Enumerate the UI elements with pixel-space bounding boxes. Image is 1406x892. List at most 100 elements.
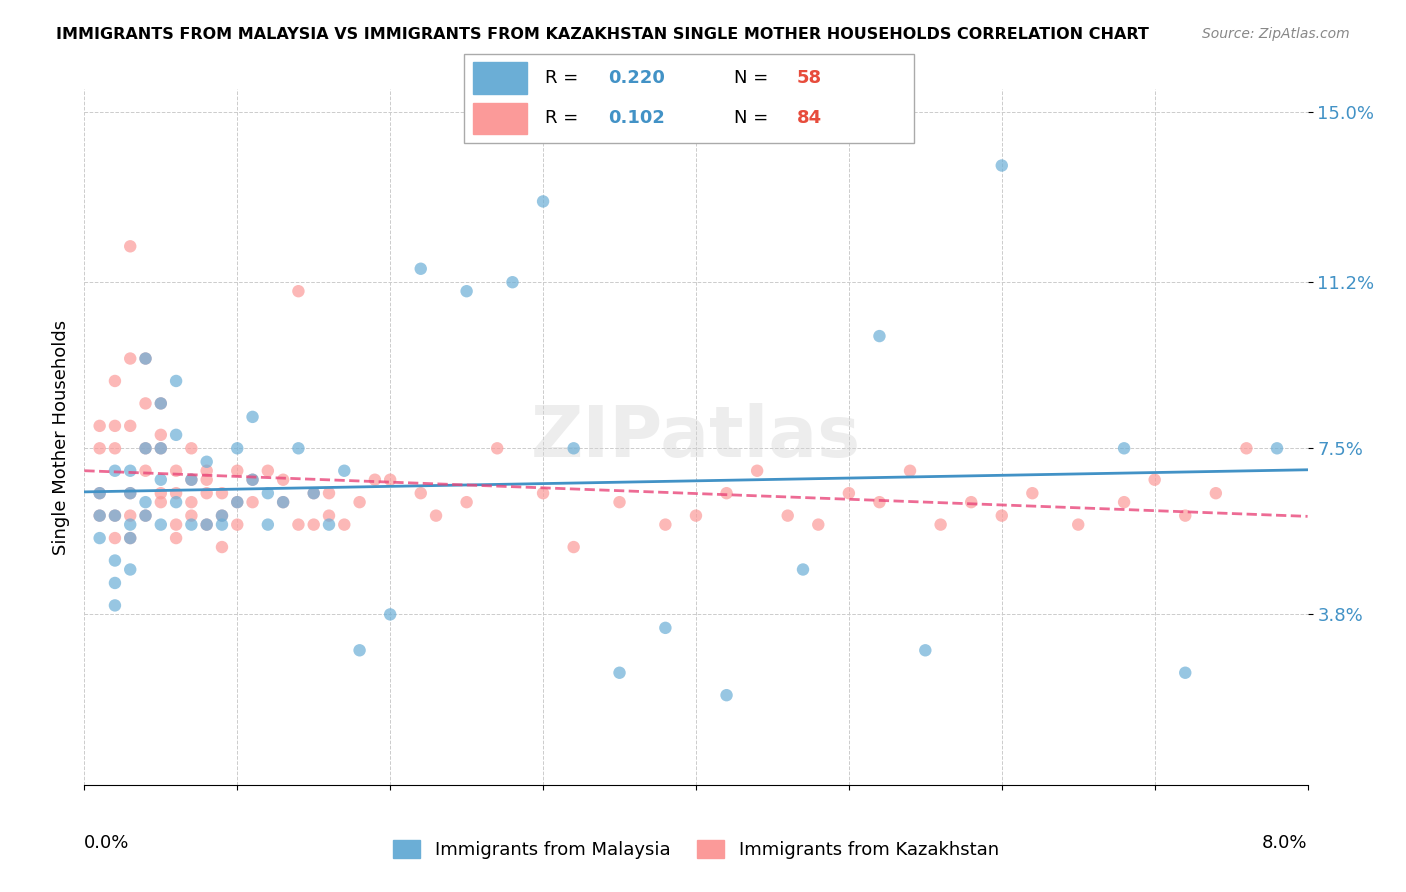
Point [807, 517, 830, 532]
Text: 8.0%: 8.0% [1263, 834, 1308, 852]
Point [165, 427, 187, 442]
Y-axis label: Single Mother Households: Single Mother Households [52, 319, 70, 555]
Point [135, 396, 157, 410]
Point [195, 517, 218, 532]
Point [1265, 442, 1288, 456]
Point [226, 442, 249, 456]
Text: 0.220: 0.220 [607, 70, 665, 87]
Point [104, 576, 127, 591]
Point [242, 473, 264, 487]
Point [716, 688, 738, 702]
Point [195, 473, 218, 487]
Point [960, 495, 983, 509]
Text: R =: R = [546, 109, 583, 127]
Point [120, 239, 142, 253]
Point [1143, 473, 1166, 487]
Point [1114, 495, 1136, 509]
Point [990, 508, 1012, 523]
Point [149, 396, 172, 410]
Point [135, 508, 157, 523]
Point [195, 464, 218, 478]
Point [869, 495, 891, 509]
Point [89, 442, 111, 456]
Point [149, 495, 172, 509]
Point [211, 517, 233, 532]
Point [1114, 442, 1136, 456]
Point [149, 442, 172, 456]
Point [456, 284, 478, 298]
Point [776, 508, 799, 523]
Point [165, 531, 187, 545]
Point [792, 562, 814, 576]
Point [165, 517, 187, 532]
Point [120, 418, 142, 433]
Point [89, 486, 111, 500]
Point [120, 464, 142, 478]
Point [531, 194, 554, 209]
Point [104, 418, 127, 433]
Point [89, 508, 111, 523]
Point [271, 495, 294, 509]
Point [990, 159, 1012, 173]
Point [242, 495, 264, 509]
Point [180, 473, 202, 487]
Point [226, 495, 249, 509]
Point [1021, 486, 1043, 500]
Point [180, 517, 202, 532]
Point [120, 486, 142, 500]
Point [165, 495, 187, 509]
Text: 0.102: 0.102 [607, 109, 665, 127]
Point [135, 442, 157, 456]
Point [380, 473, 402, 487]
Point [135, 351, 157, 366]
Point [135, 464, 157, 478]
Point [869, 329, 891, 343]
Text: N =: N = [734, 109, 773, 127]
Point [195, 455, 218, 469]
Point [929, 517, 952, 532]
Text: R =: R = [546, 70, 583, 87]
Point [149, 442, 172, 456]
Point [149, 396, 172, 410]
Point [364, 473, 387, 487]
Text: 0.0%: 0.0% [84, 834, 129, 852]
Text: 84: 84 [797, 109, 823, 127]
Point [226, 495, 249, 509]
Point [257, 517, 280, 532]
Point [104, 553, 127, 567]
Point [104, 374, 127, 388]
Point [165, 464, 187, 478]
Point [1067, 517, 1090, 532]
Text: 58: 58 [797, 70, 823, 87]
Point [149, 486, 172, 500]
Point [180, 508, 202, 523]
Point [318, 486, 340, 500]
Point [104, 531, 127, 545]
Point [149, 517, 172, 532]
Point [609, 665, 631, 680]
Point [104, 464, 127, 478]
Point [531, 486, 554, 500]
Text: IMMIGRANTS FROM MALAYSIA VS IMMIGRANTS FROM KAZAKHSTAN SINGLE MOTHER HOUSEHOLDS : IMMIGRANTS FROM MALAYSIA VS IMMIGRANTS F… [56, 27, 1149, 42]
Point [104, 508, 127, 523]
Point [257, 486, 280, 500]
Point [898, 464, 921, 478]
Legend: Immigrants from Malaysia, Immigrants from Kazakhstan: Immigrants from Malaysia, Immigrants fro… [385, 832, 1007, 866]
Point [89, 486, 111, 500]
Point [271, 495, 294, 509]
Point [211, 508, 233, 523]
Point [685, 508, 707, 523]
Point [287, 517, 309, 532]
Point [409, 261, 432, 276]
Point [180, 495, 202, 509]
Point [716, 486, 738, 500]
Point [135, 495, 157, 509]
Point [120, 508, 142, 523]
Point [226, 464, 249, 478]
Point [745, 464, 768, 478]
Point [242, 409, 264, 424]
Point [226, 517, 249, 532]
Point [654, 621, 676, 635]
Point [1174, 508, 1197, 523]
Point [271, 473, 294, 487]
